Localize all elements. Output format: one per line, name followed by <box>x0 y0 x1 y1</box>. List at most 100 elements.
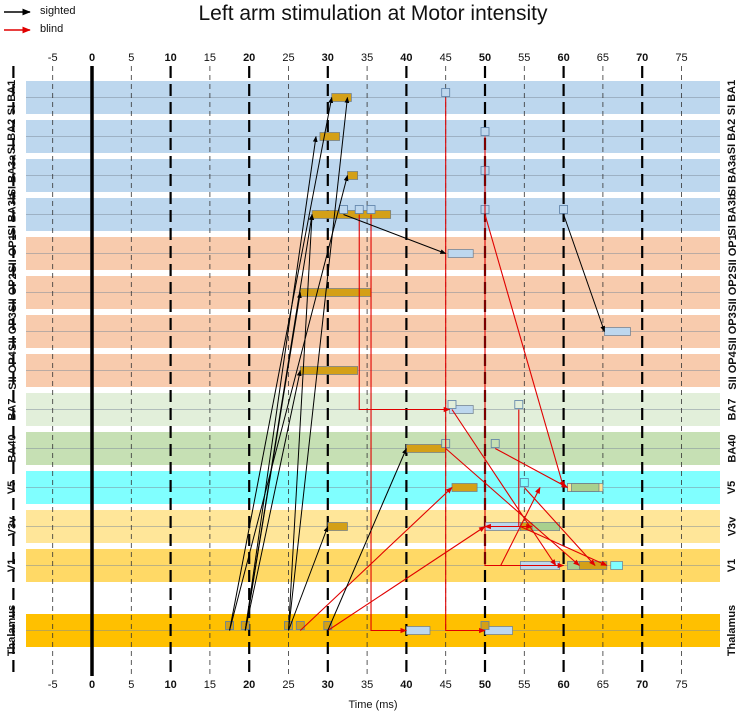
x-tick-label: 45 <box>439 52 452 64</box>
row-label-text: BA40 <box>726 434 739 463</box>
blind-connections <box>299 97 608 634</box>
x-tick-label: 55 <box>518 52 531 64</box>
row-label-text: V1 <box>726 558 739 573</box>
x-tick-label: 60 <box>557 52 570 64</box>
blind-arrow <box>327 526 486 631</box>
x-tick-label: -5 <box>47 52 58 64</box>
sighted-connections <box>229 96 605 631</box>
sighted-arrow <box>229 96 334 631</box>
row-label-text: SI BA3b <box>6 193 19 236</box>
sighted-arrow <box>288 525 329 631</box>
peak-marker <box>295 621 305 630</box>
row-label-V5: V5 <box>1 471 25 504</box>
row-label-SI_BA2: SI BA2 <box>721 118 745 155</box>
row-label-text: SI BA3b <box>726 193 739 236</box>
row-label-BA7: BA7 <box>721 393 745 426</box>
blind-arrow <box>445 448 580 566</box>
x-tick-label: 5 <box>128 52 135 64</box>
x-tick-label: 10 <box>164 52 177 64</box>
blind-arrow <box>445 97 486 634</box>
row-label-V3v: V3v <box>721 510 745 543</box>
row-label-text: V1 <box>6 558 19 573</box>
peak-marker <box>514 400 524 409</box>
x-tick-label: 35 <box>360 52 374 64</box>
row-label-text: BA7 <box>726 398 739 421</box>
peak-marker <box>354 205 364 214</box>
x-tick-label: 40 <box>400 52 413 64</box>
x-tick-label: 30 <box>321 679 334 691</box>
x-tick-label: 10 <box>164 679 177 691</box>
sighted-arrow <box>229 174 349 631</box>
x-tick-label: 5 <box>128 679 135 691</box>
blind-arrow <box>494 448 569 488</box>
x-tick-label: 45 <box>439 679 452 691</box>
activation-bar <box>347 171 359 180</box>
row-label-text: Thalamus <box>6 604 19 657</box>
sighted-arrow <box>343 214 447 254</box>
x-tick-label: 20 <box>243 679 256 691</box>
row-label-text: SII OP2 <box>726 273 739 312</box>
row-label-SI_BA3a: SI BA3a <box>1 155 25 197</box>
peak-marker <box>559 205 568 214</box>
row-label-BA40: BA40 <box>1 432 25 465</box>
peak-marker <box>480 621 490 630</box>
x-tick-label: 30 <box>321 52 334 64</box>
x-tick-label: 40 <box>400 679 413 691</box>
activation-bar <box>610 561 623 570</box>
blind-arrow <box>520 525 608 567</box>
row-label-text: SI BA3a <box>726 154 739 197</box>
x-tick-label: 0 <box>88 52 96 64</box>
activation-bar <box>299 288 372 297</box>
peak-marker <box>441 88 451 97</box>
row-label-text: BA7 <box>6 398 19 421</box>
activation-bar <box>571 483 600 492</box>
row-label-SI_BA2: SI BA2 <box>1 118 25 155</box>
row-label-SII_OP3: SII OP3 <box>721 312 745 351</box>
legend-label-blind: blind <box>40 23 64 35</box>
row-label-SI_BA3b: SI BA3b <box>1 193 25 235</box>
activation-bar <box>527 522 561 531</box>
row-label-text: SII OP4 <box>6 351 19 390</box>
row-label-BA7: BA7 <box>1 393 25 426</box>
sighted-arrow <box>244 291 302 631</box>
peak-marker <box>447 400 457 409</box>
chart-title: Left arm stimulation at Motor intensity <box>198 2 548 25</box>
row-label-SII_OP1: SII OP1 <box>721 234 745 273</box>
row-label-V3v: V3v <box>1 510 25 543</box>
row-label-V1: V1 <box>721 549 745 582</box>
row-label-SI_BA3a: SI BA3a <box>721 155 745 197</box>
activation-bar <box>299 366 359 375</box>
x-tick-label: 60 <box>557 679 570 691</box>
row-label-Thalamus: Thalamus <box>721 605 745 656</box>
row-label-text: SII OP1 <box>726 234 739 273</box>
row-label-SII_OP4: SII OP4 <box>1 351 25 390</box>
sighted-arrow <box>327 447 407 631</box>
sighted-arrow <box>288 213 315 631</box>
row-label-text: SI BA2 <box>726 118 739 155</box>
row-label-SII_OP1: SII OP1 <box>1 234 25 273</box>
peak-marker <box>519 478 529 487</box>
blind-arrow <box>484 136 565 569</box>
x-tick-label: 65 <box>596 679 610 691</box>
peak-marker <box>480 127 490 136</box>
legend <box>4 8 31 34</box>
row-label-SII_OP4: SII OP4 <box>721 351 745 390</box>
row-label-V1: V1 <box>1 549 25 582</box>
row-label-SII_OP2: SII OP2 <box>721 273 745 312</box>
activation-bar <box>447 249 474 258</box>
sighted-arrow <box>288 96 350 631</box>
row-label-BA40: BA40 <box>721 432 745 465</box>
activation-bar <box>604 327 631 336</box>
x-tick-label: 15 <box>203 679 217 691</box>
row-label-text: SI BA2 <box>6 118 19 155</box>
x-tick-label: 55 <box>518 679 531 691</box>
activation-bar <box>327 522 348 531</box>
x-tick-label: 70 <box>636 679 649 691</box>
activation-bar <box>331 93 352 102</box>
time-gridlines <box>12 66 682 676</box>
peak-marker <box>339 205 348 214</box>
row-label-text: V3v <box>6 516 19 537</box>
row-label-text: SII OP3 <box>726 312 739 351</box>
blind-arrow <box>370 214 408 634</box>
